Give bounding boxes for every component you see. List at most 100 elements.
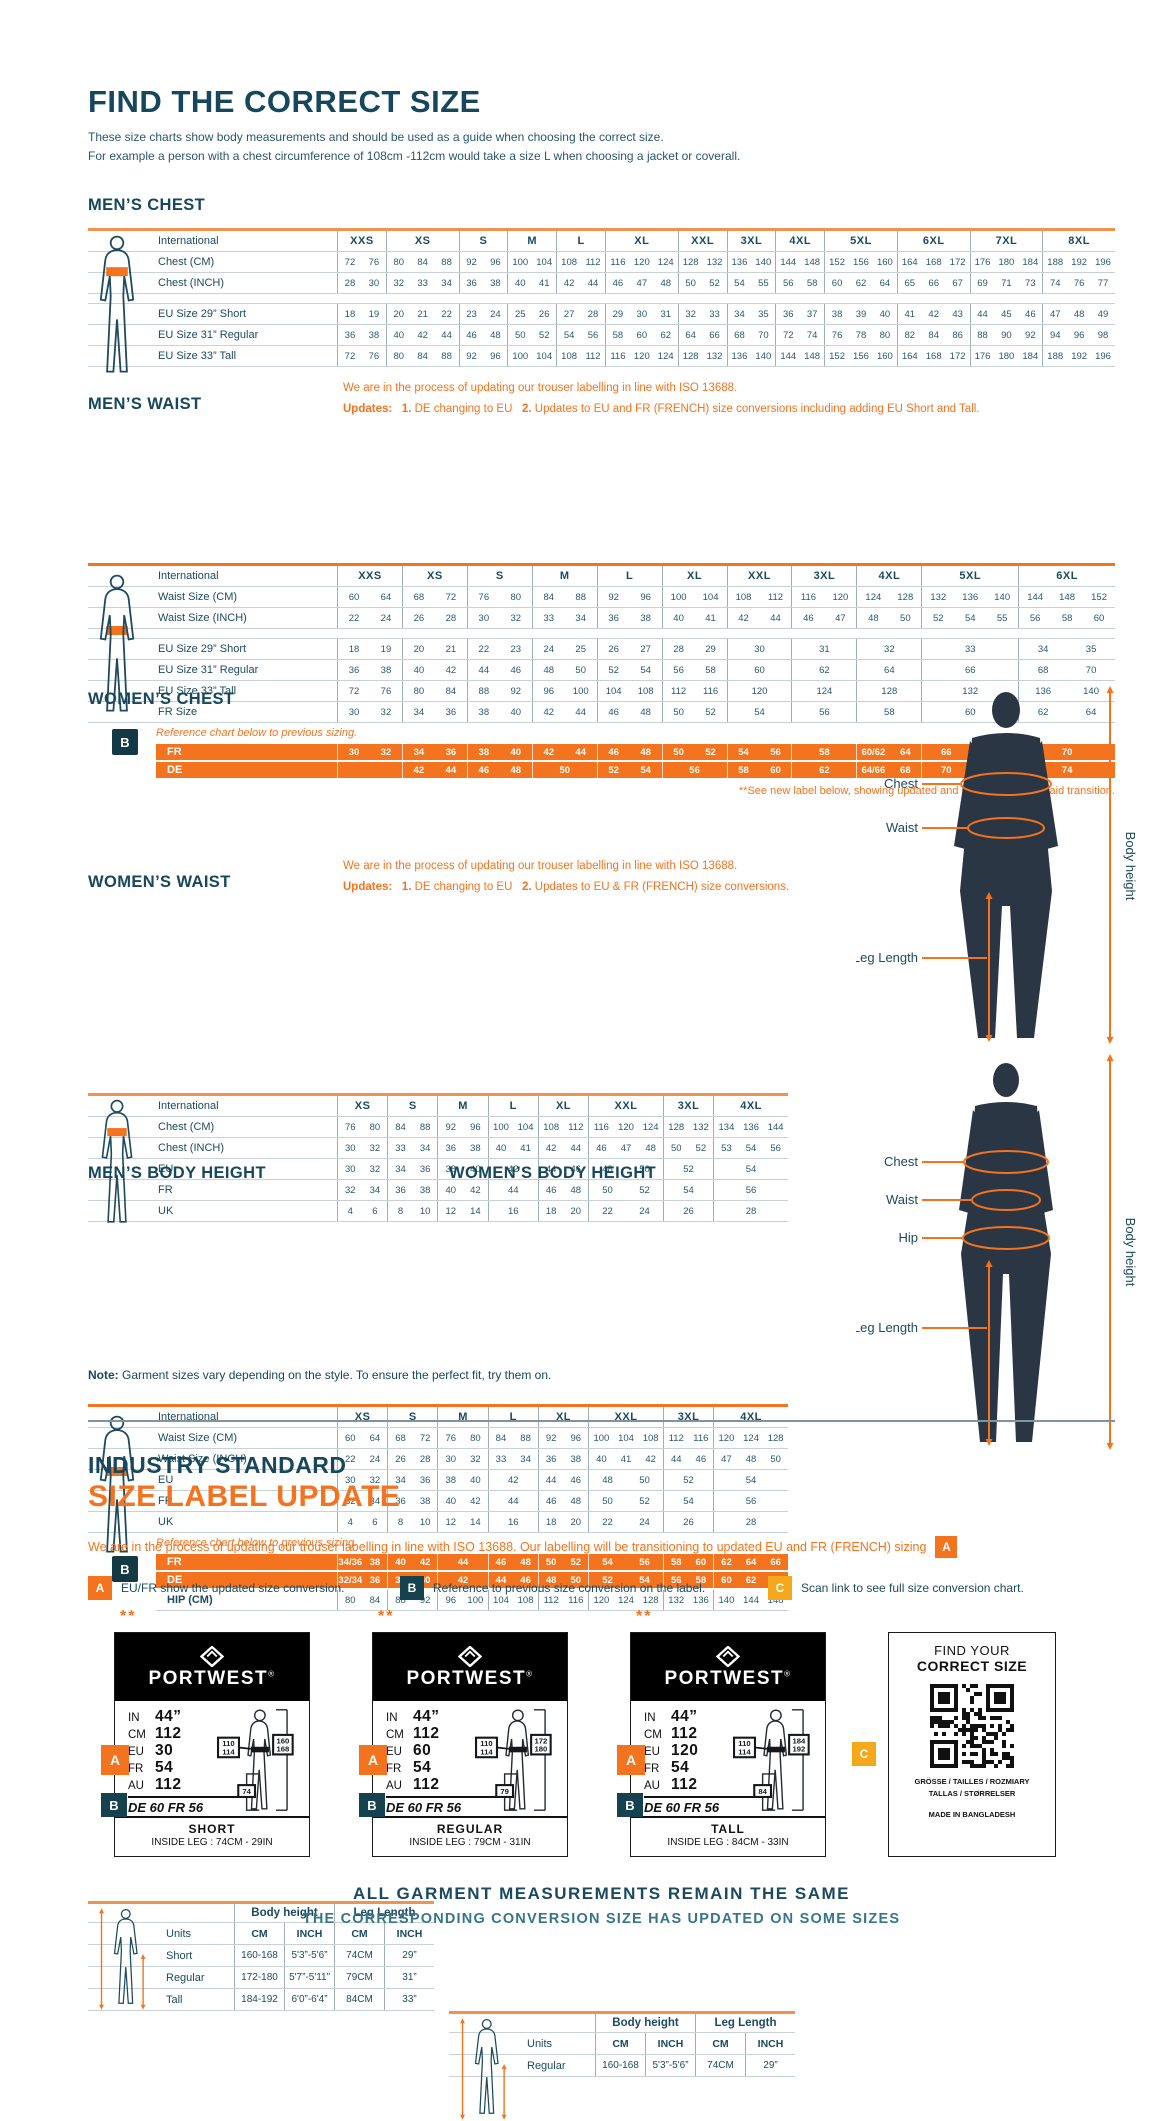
size-value: 64 — [879, 277, 891, 289]
male-silhouette — [954, 692, 1058, 1038]
size-cell: L — [487, 1096, 538, 1116]
size-value: 108 — [637, 685, 654, 697]
size-value: 168 — [925, 256, 942, 268]
column-header-international: International — [158, 1411, 219, 1423]
size-value: 136 — [731, 256, 748, 268]
size-value: 24 — [490, 308, 501, 320]
size-cell: 36 38 — [458, 273, 508, 293]
update2-text: Updates to EU and FR (FRENCH) size conve… — [534, 403, 980, 415]
size-number: 30 — [155, 1742, 174, 1759]
size-value: 44 — [441, 329, 452, 341]
qr-code — [930, 1684, 1014, 1768]
update2-num: 2. — [522, 403, 532, 415]
size-cell: 33 34 — [387, 1138, 437, 1158]
label-cards-row: FIND YOUR CORRECT SIZE GRÖSSE / TAILLES … — [0, 1608, 1157, 1858]
footer-line-1: ALL GARMENT MEASUREMENTS REMAIN THE SAME — [353, 1884, 850, 1903]
footer: ALL GARMENT MEASUREMENTS REMAIN THE SAME… — [88, 1884, 1115, 1927]
size-value: 52 — [608, 764, 619, 776]
size-value: 184 — [1022, 256, 1039, 268]
size-value: 50 — [639, 1163, 650, 1175]
measurement-cell: 33” — [384, 1989, 434, 2010]
row-label: HIP (CM) — [167, 1594, 213, 1606]
size-value: 54 — [734, 277, 745, 289]
size-value: 80 — [345, 1594, 356, 1606]
size-cell: 50 52 — [677, 273, 727, 293]
size-value: 128 — [682, 350, 699, 362]
size-value: 52 — [608, 664, 619, 676]
label-figure-sketch: 110 114 184 192 84 — [721, 1707, 821, 1818]
size-value: 76 — [368, 256, 380, 268]
size-value: 124 — [743, 1432, 759, 1444]
size-value: 64 — [745, 1556, 757, 1568]
size-value: 84 — [395, 1121, 406, 1133]
size-cell: 36 38 — [596, 608, 662, 628]
size-cell: XXL — [588, 1096, 663, 1116]
size-value: 80 — [413, 685, 425, 697]
size-value: 124 — [657, 350, 674, 362]
update2-text: Updates to EU & FR (FRENCH) size convers… — [534, 881, 790, 893]
unit-cell: INCH — [745, 2033, 795, 2054]
size-cell: 46 47 48 — [588, 1138, 663, 1158]
size-value: 44 — [977, 308, 988, 320]
size-value: 38 — [478, 746, 490, 758]
group-header-spacer — [449, 2014, 595, 2032]
size-cell: 18 19 — [337, 639, 402, 659]
size-cell: 6XL — [1018, 566, 1115, 586]
intro-line-1: These size charts show body measurements… — [88, 130, 664, 144]
size-value: 20 — [413, 643, 425, 655]
size-value: 60/62 — [861, 746, 886, 758]
size-cell: 31 — [791, 639, 856, 659]
size-value: 62 — [660, 329, 672, 341]
size-number: 112 — [671, 1776, 698, 1793]
size-value: 36 — [419, 1163, 431, 1175]
size-value: 76 — [445, 1432, 457, 1444]
size-value: 46 — [478, 764, 490, 776]
size-value: 48 — [1073, 308, 1085, 320]
size-value: 40 — [413, 664, 425, 676]
size-value: S — [495, 570, 504, 582]
size-value: 50 — [602, 1495, 613, 1507]
qr-card: FIND YOUR CORRECT SIZE GRÖSSE / TAILLES … — [888, 1632, 1056, 1857]
size-value: 120 — [718, 1432, 735, 1444]
size-cell: 18 20 — [537, 1201, 588, 1221]
size-value: 40 — [495, 1142, 507, 1154]
size-value: 92 — [466, 256, 477, 268]
size-value: 46 — [1025, 308, 1036, 320]
row-label: FR — [158, 1184, 173, 1196]
size-value: 30 — [345, 1142, 356, 1154]
row-label: EU — [158, 1163, 174, 1175]
size-cell: 44 45 46 — [969, 304, 1043, 324]
label-body: IN 44” CM 112 EU 60 FR 54 AU 112 DE 60 FR 56 110 114… — [373, 1701, 567, 1816]
male-waist-label: Waist — [886, 820, 918, 835]
size-value: 80 — [393, 350, 405, 362]
update1-num: 1. — [401, 403, 412, 415]
size-cell: 44 46 — [537, 1159, 588, 1179]
size-cell: 144 148 — [775, 346, 824, 366]
size-value: 34 — [413, 746, 425, 758]
asterisks-marker: ** — [378, 1608, 395, 1625]
row-label: EU Size 33” Tall — [158, 685, 237, 697]
size-value: 52 — [932, 612, 944, 624]
size-value: 116 — [610, 256, 626, 268]
size-value: 52 — [683, 1474, 694, 1486]
size-value: 156 — [853, 350, 869, 362]
size-cell: 25 26 — [507, 304, 556, 324]
update-intro-text: We are in the process of updating our tr… — [88, 1540, 927, 1554]
svg-text:168: 168 — [277, 1745, 291, 1754]
table-row: EU Size 29” Short 18 19 20 21 22 23 24 25 26 27 28 2… — [88, 304, 1115, 325]
size-value: XXS — [358, 570, 382, 582]
size-cell: 52 54 — [596, 660, 662, 680]
size-value: 88 — [520, 1432, 531, 1444]
size-cell: 76 80 — [337, 1117, 387, 1137]
column-header-international: International — [158, 570, 219, 582]
row-label: Waist Size (INCH) — [158, 612, 247, 624]
size-value: 32 — [345, 1495, 356, 1507]
size-value: 76 — [831, 329, 843, 341]
size-line: EU 120 — [644, 1742, 825, 1759]
badge-c: C — [852, 1742, 876, 1766]
size-value: 52 — [639, 1184, 650, 1196]
size-value: 188 — [1047, 350, 1064, 362]
size-cell: 76 80 — [466, 587, 532, 607]
size-cell: 62 — [791, 660, 856, 680]
